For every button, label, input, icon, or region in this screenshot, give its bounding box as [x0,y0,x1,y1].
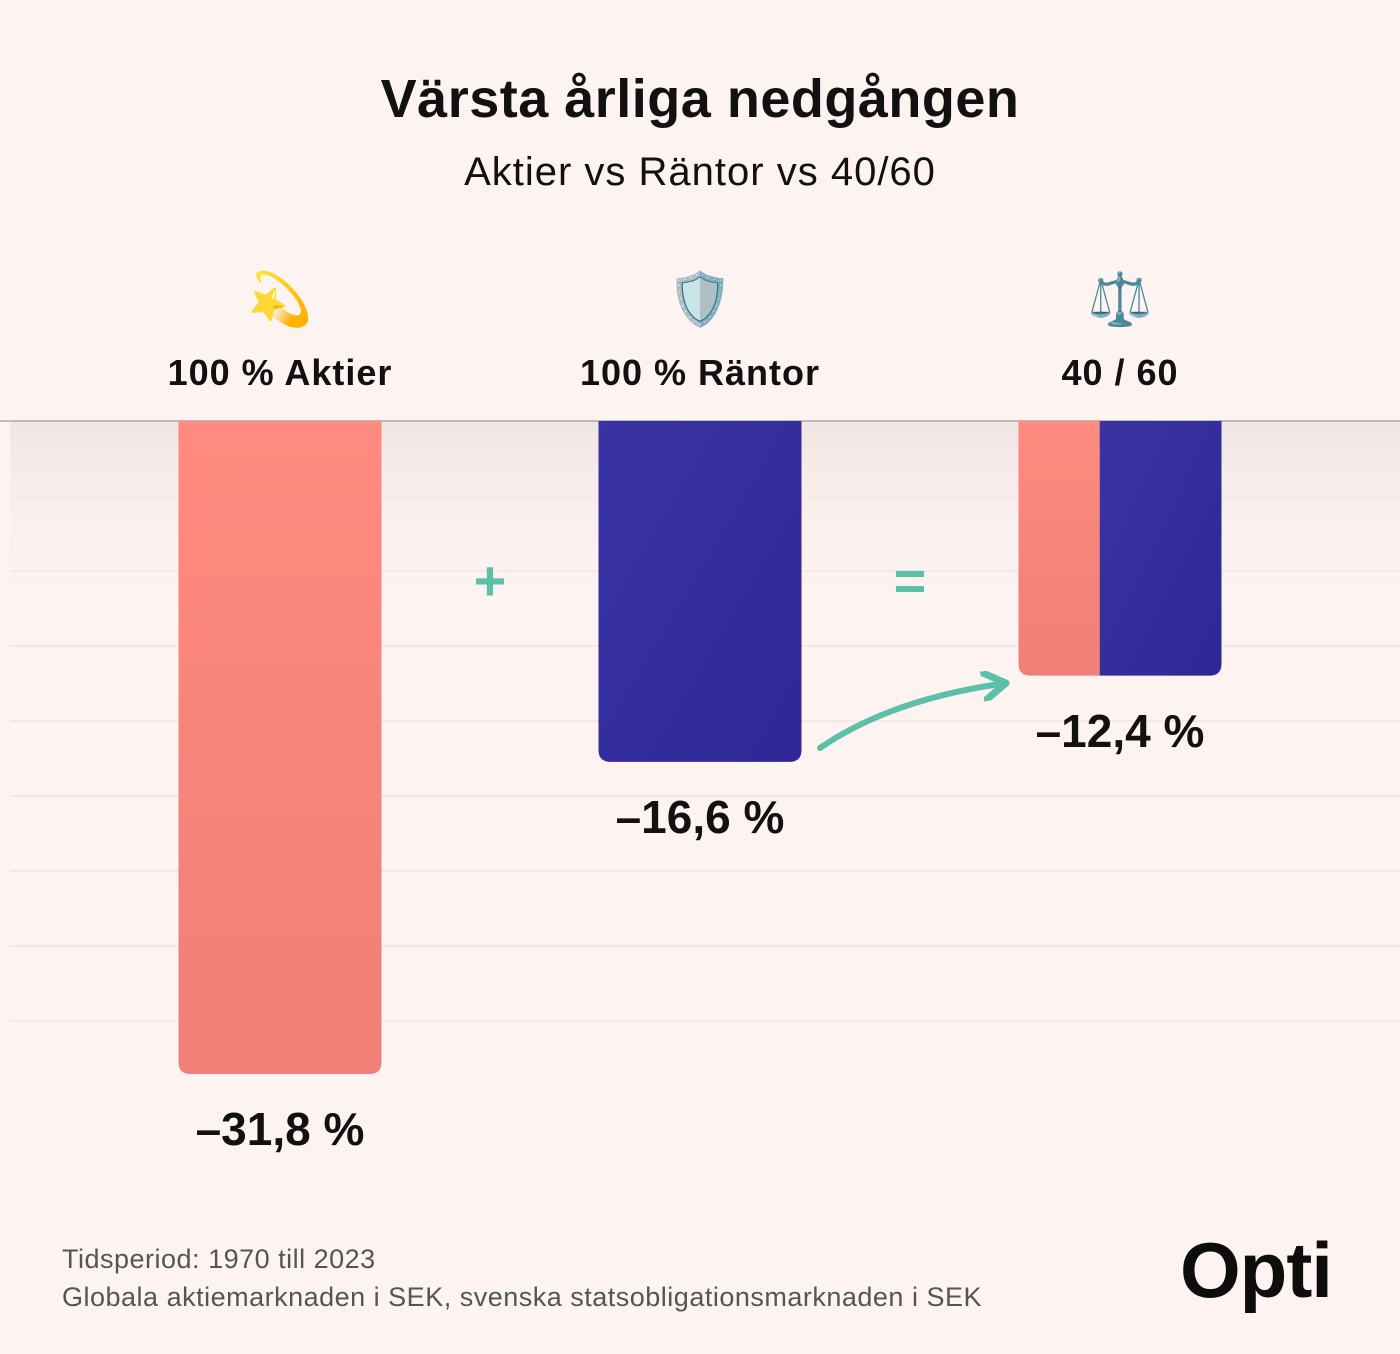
curved-arrow-icon [817,684,1000,751]
footer-source: Globala aktiemarknaden i SEK, svenska st… [62,1282,982,1312]
category-label-rantor: 100 % Räntor [579,352,821,393]
category-label-aktier: 100 % Aktier [167,352,393,393]
equals-sign: = [893,549,927,612]
plus-sign: + [473,549,507,612]
bar-aktier [178,421,382,1074]
value-label-mix: –12,4 % [1035,704,1205,757]
chart-subtitle: Aktier vs Räntor vs 40/60 [464,150,936,194]
scales-icon: ⚖️ [1087,271,1153,329]
sparkle-icon: 💫 [247,271,313,329]
bar-mix-stocks-part [1018,421,1100,676]
value-label-rantor: –16,6 % [615,790,785,843]
bar-mix-bonds-part [1099,421,1222,676]
chart-title: Värsta årliga nedgången [380,69,1020,129]
shield-icon: 🛡️ [667,271,733,329]
category-label-mix: 40 / 60 [1061,352,1179,393]
opti-logo: Opti [1180,1226,1333,1314]
footer-period: Tidsperiod: 1970 till 2023 [62,1244,376,1274]
bar-rantor [598,421,802,762]
value-label-aktier: –31,8 % [195,1103,365,1155]
